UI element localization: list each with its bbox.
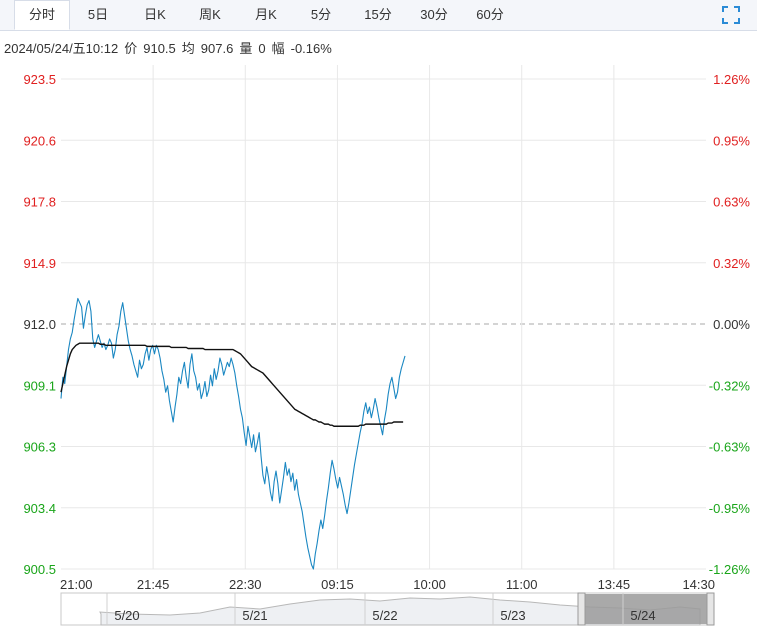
info-datetime: 2024/05/24/五10:12: [4, 41, 119, 56]
navigator-window[interactable]: [585, 594, 707, 624]
info-volume-label: 量: [239, 41, 253, 56]
pct-tick-label: -0.95%: [709, 501, 751, 516]
info-change: -0.16%: [290, 41, 332, 56]
tab-8[interactable]: 60分: [476, 7, 504, 22]
navigator-handle-left[interactable]: [577, 592, 586, 626]
info-avg-label: 均: [181, 41, 195, 56]
pct-tick-label: -1.26%: [709, 562, 751, 577]
info-price-label: 价: [124, 41, 138, 56]
pct-tick-label: 0.32%: [713, 256, 750, 271]
pct-tick-label: 0.63%: [713, 195, 750, 210]
average-line: [60, 342, 404, 427]
navigator-handle-right[interactable]: [706, 592, 715, 626]
y-tick-label: 923.5: [23, 72, 56, 87]
x-tick-label: 22:30: [229, 577, 262, 590]
y-tick-label: 917.8: [23, 195, 56, 210]
y-tick-label: 912.0: [23, 317, 56, 332]
pct-tick-label: 0.95%: [713, 133, 750, 148]
tab-3[interactable]: 周K: [199, 7, 221, 22]
x-tick-label: 14:30: [682, 577, 715, 590]
fullscreen-icon[interactable]: [721, 5, 741, 25]
tab-2[interactable]: 日K: [144, 7, 166, 22]
info-change-label: 幅: [271, 41, 285, 56]
period-tabs: 分时 5日 日K 周K 月K 5分 15分 30分 60分: [0, 0, 757, 31]
x-tick-label: 11:00: [506, 577, 538, 590]
quote-info-bar: 2024/05/24/五10:12 价 910.5 均 907.6 量 0 幅 -0.16%: [4, 38, 338, 57]
pct-tick-label: -0.63%: [709, 440, 751, 455]
tab-4[interactable]: 月K: [255, 7, 277, 22]
time-navigator[interactable]: 5/20 5/21 5/22 5/23 5/24: [0, 590, 757, 630]
x-tick-label: 21:00: [60, 577, 93, 590]
tab-1[interactable]: 5日: [87, 7, 109, 22]
y-tick-label: 903.4: [23, 501, 56, 516]
y-tick-label: 914.9: [23, 256, 56, 271]
navigator-date-label: 5/22: [372, 608, 397, 623]
x-tick-label: 13:45: [598, 577, 631, 590]
pct-tick-label: 0.00%: [713, 317, 750, 332]
x-tick-label: 21:45: [137, 577, 170, 590]
y-tick-label: 909.1: [23, 378, 56, 393]
navigator-date-label: 5/21: [242, 608, 267, 623]
navigator-date-label: 5/24: [630, 608, 655, 623]
info-price: 910.5: [143, 41, 176, 56]
y-tick-label: 920.6: [23, 133, 56, 148]
navigator-date-label: 5/20: [114, 608, 139, 623]
tab-7[interactable]: 30分: [420, 7, 448, 22]
y-tick-label: 900.5: [23, 562, 56, 577]
tab-6[interactable]: 15分: [364, 7, 392, 22]
info-volume: 0: [258, 41, 266, 56]
pct-tick-label: 1.26%: [713, 72, 750, 87]
x-tick-label: 10:00: [413, 577, 446, 590]
intraday-chart[interactable]: 923.5 1.26% 920.6 0.95% 917.8 0.63% 914.9 0.32%…: [0, 60, 757, 590]
navigator-date-label: 5/23: [500, 608, 525, 623]
info-avg: 907.6: [200, 41, 234, 56]
tab-0[interactable]: 分时: [14, 0, 70, 30]
x-tick-label: 09:15: [321, 577, 354, 590]
y-tick-label: 906.3: [23, 440, 56, 455]
price-line: [60, 297, 406, 570]
pct-tick-label: -0.32%: [709, 378, 751, 393]
tab-5[interactable]: 5分: [310, 7, 332, 22]
